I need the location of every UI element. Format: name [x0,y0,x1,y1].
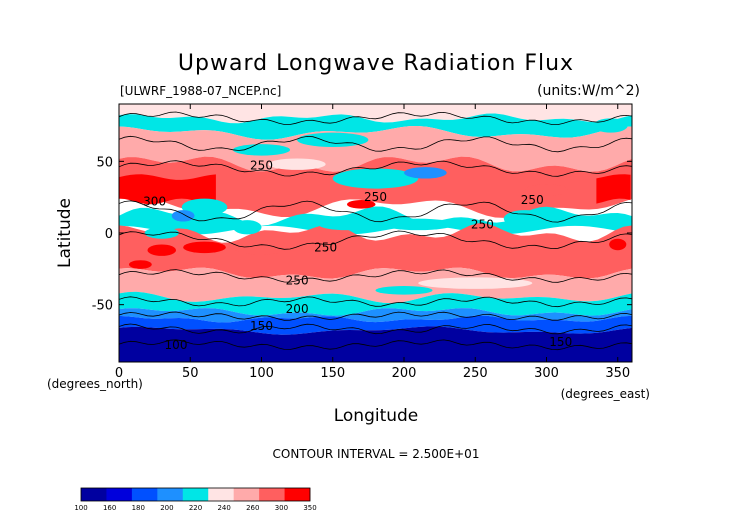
band-antarctica [119,326,632,362]
y-tick-label: -50 [92,299,113,314]
x-tick-label: 100 [249,366,274,381]
field-patch [147,244,176,256]
contour-label: 200 [286,302,309,316]
field-patch [375,286,433,295]
field-patch [404,167,447,179]
colorbar-label: 240 [217,504,230,512]
band-north-mid-pink [119,125,632,172]
x-tick-label: 50 [182,366,199,381]
colorbar: 100 160 180 200 220 240 260 300 350 [74,487,317,512]
field-patch [183,241,226,254]
colorbar-swatch [259,488,285,501]
field-patch [233,240,290,255]
y-axis-unit: (degrees_north) [47,377,143,391]
colorbar-label: 260 [246,504,259,512]
contour-line [119,323,632,335]
field-patch [609,238,627,251]
band-sahara-max-east [596,174,631,204]
contour-line [119,200,632,223]
y-tick-label: 50 [96,155,113,170]
colorbar-swatch [284,488,311,501]
field-patch [382,218,454,231]
contour-line [119,296,632,308]
field-patch [589,217,618,226]
field-patch [439,138,497,156]
contour-line [119,269,632,283]
colorbar-swatch [233,488,260,501]
field-patch [318,218,376,231]
contour-label: 150 [549,335,572,349]
field-patch [347,200,376,209]
field-patch [297,132,369,147]
band-sahara-max-west [119,174,216,205]
contour-label: 250 [250,159,273,173]
colorbar-swatch [106,488,133,501]
field-patch [418,277,533,289]
contour-line [119,339,632,351]
chart-units-label: (units:W/m^2) [537,83,640,99]
field-patch [525,184,568,196]
field-patch [503,210,547,228]
band-north-polar-cyan [119,113,632,140]
contour-line [119,160,632,177]
colorbar-label: 200 [160,504,173,512]
band-south-mid [119,267,632,304]
contour-label: 300 [143,194,166,208]
x-tick-label: 250 [463,366,488,381]
contour-line [119,111,632,125]
band-north-pole-cap [119,104,632,124]
field-patch [233,220,262,235]
x-axis-unit: (degrees_east) [561,387,650,401]
colorbar-label: 220 [189,504,202,512]
band-south-subtropic [119,223,632,279]
colorbar-swatch [208,488,234,501]
field-patch [233,144,290,156]
colorbar-swatch [157,488,184,501]
contour-line [119,311,632,321]
band-southern-ocean-cyan [119,291,632,316]
x-tick-label: 150 [320,366,345,381]
colorbar-swatch [182,488,209,501]
contour-label: 150 [250,319,273,333]
y-tick-label: 0 [105,227,113,242]
contour-line [119,230,632,250]
contour-label: 100 [165,338,188,352]
field-patch [171,210,195,222]
field-patch [268,158,326,170]
band-south-deep-blue [119,315,632,335]
colorbar-label: 100 [74,504,87,512]
contour-label: 250 [314,240,337,254]
plot-area [119,104,632,362]
x-tick-label: 350 [605,366,630,381]
field-patch [128,260,152,269]
contour-line [119,135,632,153]
colorbar-frame [80,487,311,502]
y-axis-label: Latitude [55,198,75,268]
colorbar-label: 180 [132,504,145,512]
contour-label: 250 [471,217,494,231]
colorbar-label: 160 [103,504,116,512]
contour-label: 250 [521,193,544,207]
x-axis-label: Longitude [334,406,419,426]
chart-source-label: [ULWRF_1988-07_NCEP.nc] [120,84,281,98]
field-patch [332,168,419,189]
colorbar-label: 350 [303,504,316,512]
chart-title: Upward Longwave Radiation Flux [178,51,574,76]
field-patch [144,227,179,239]
contour-interval: CONTOUR INTERVAL = 2.500E+01 [273,447,480,461]
contour-label: 250 [286,273,309,287]
colorbar-swatch [81,488,107,501]
field-patch [181,198,228,216]
colorbar-swatch [131,488,158,501]
contour-label: 250 [364,190,387,204]
field-patch [593,118,628,133]
x-tick-label: 300 [534,366,559,381]
colorbar-label: 300 [275,504,288,512]
x-tick-label: 200 [392,366,417,381]
x-tick-label: 0 [115,366,123,381]
